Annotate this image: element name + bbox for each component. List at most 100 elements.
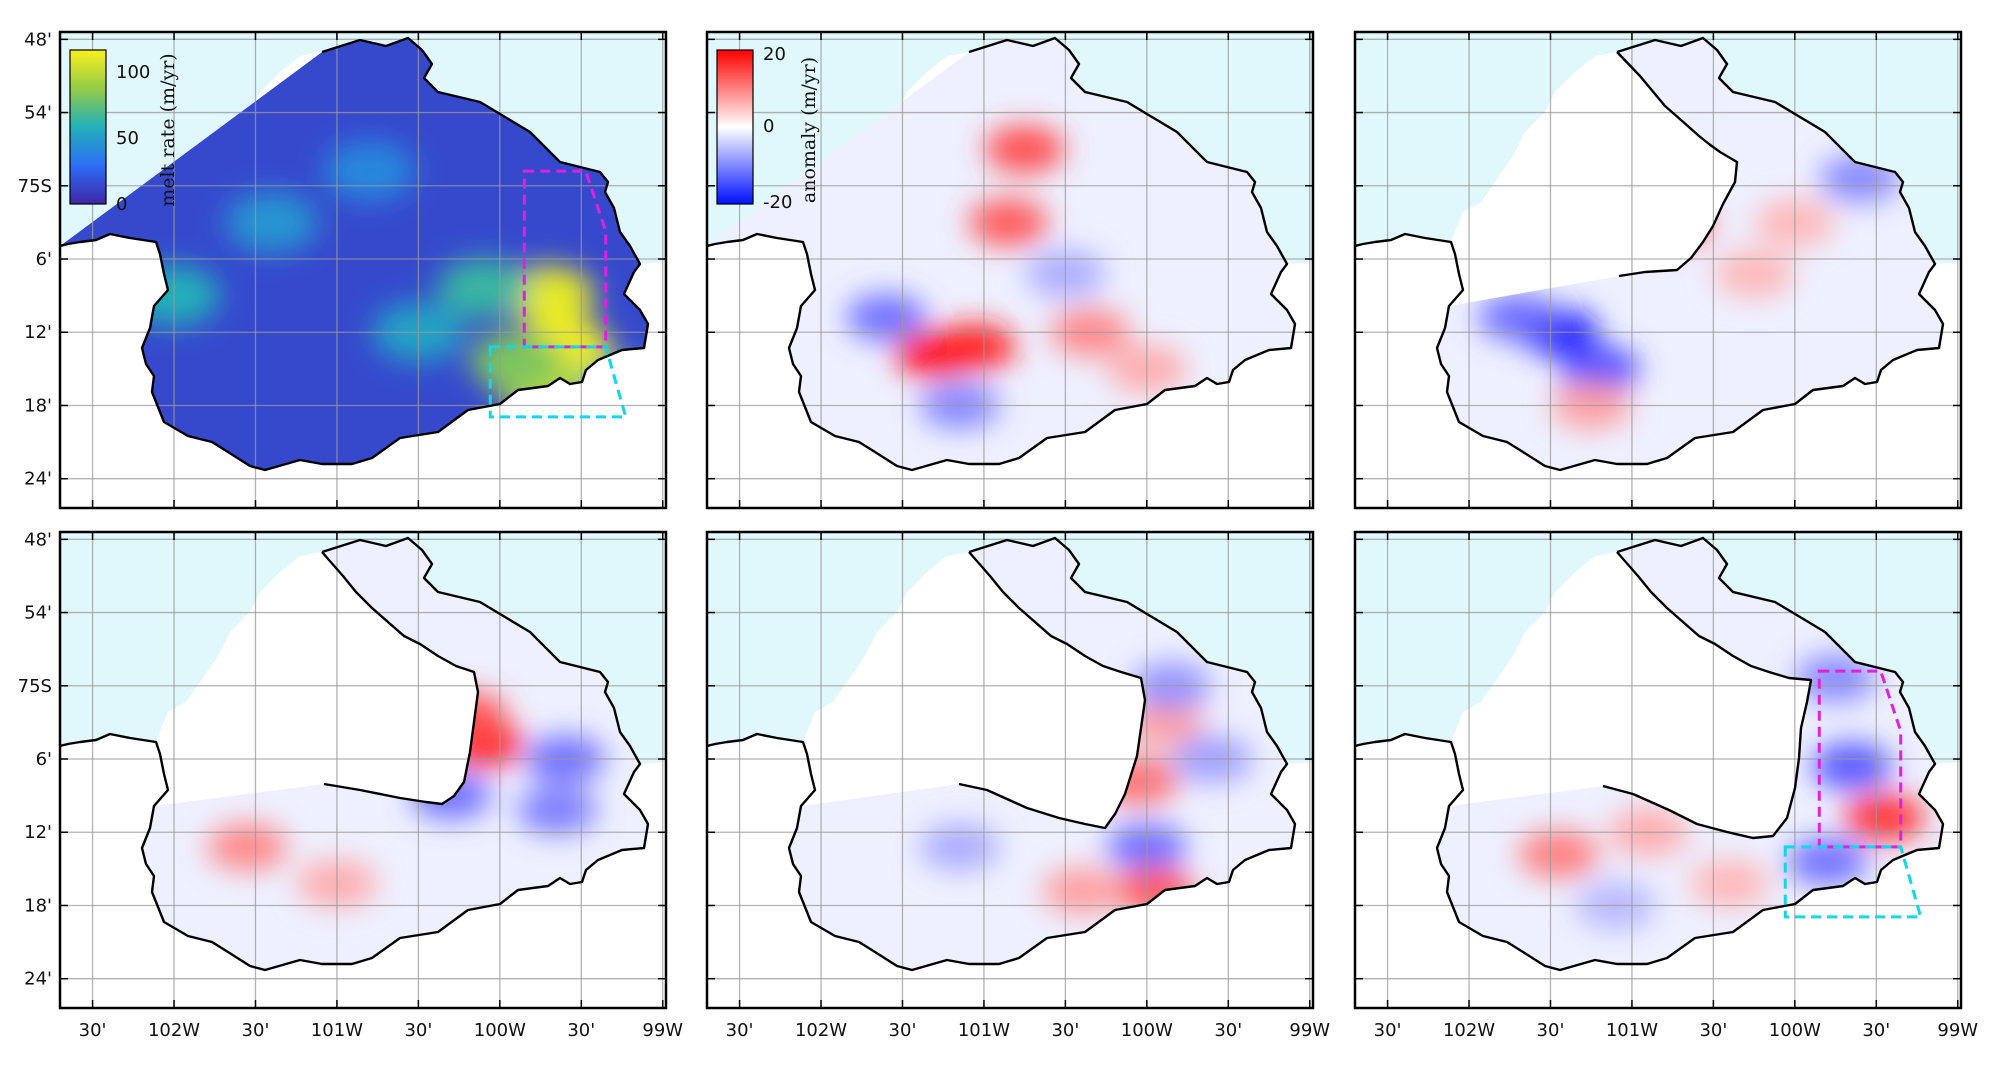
x-tick-label: 102W	[795, 1020, 847, 1041]
melt-feature-4	[437, 258, 530, 319]
anomaly-feature-2	[968, 198, 1049, 247]
grid	[1355, 32, 1961, 508]
map-panel-3	[1353, 30, 1963, 510]
axis-ticks	[707, 532, 1313, 1008]
x-tick-label: 30'	[1862, 1020, 1890, 1041]
anomaly-feature-3	[1795, 654, 1876, 703]
x-tick-label: 30'	[242, 1020, 270, 1041]
x-tick-label: 101W	[1606, 1020, 1658, 1041]
grid	[60, 532, 666, 1008]
y-tick-label: 12'	[24, 822, 52, 843]
anomaly-feature-4	[207, 822, 288, 871]
anomaly-feature-2	[1787, 837, 1868, 886]
map-panel-6: 30' 102W 30' 101W 30' 100W 30' 99W	[1353, 530, 1978, 1041]
panel-content	[1355, 532, 1961, 1008]
colorbar-tick-label: 100	[116, 62, 150, 83]
x-tick-label: 30'	[567, 1020, 595, 1041]
map-panel-5: 30' 102W 30' 101W 30' 100W 30' 99W	[705, 530, 1330, 1041]
x-tick-label: 30'	[889, 1020, 917, 1041]
x-tick-label: 101W	[958, 1020, 1010, 1041]
y-tick-label: 6'	[36, 249, 52, 270]
ocean-area	[707, 32, 1313, 264]
panel-frame	[705, 30, 1315, 510]
y-tick-label: 6'	[36, 749, 52, 770]
coastline	[707, 36, 1297, 472]
coastline	[60, 36, 650, 472]
coastline	[60, 536, 650, 972]
anomaly-blobs	[1518, 654, 1925, 930]
anomaly-feature-4	[1714, 249, 1795, 298]
melt-feature-3	[470, 331, 563, 392]
axis-ticks	[707, 32, 1313, 508]
field-layer	[789, 538, 1295, 970]
anomaly-feature-6	[846, 293, 927, 342]
grid	[60, 32, 666, 508]
colorbar-label: anomaly (m/yr)	[798, 57, 820, 203]
anomaly-feature-1	[1559, 344, 1640, 393]
map-panel-1: 48' 54' 75S 6' 12' 18' 24' 100 50 0 melt rate (m/y…	[18, 29, 668, 510]
panel-content	[60, 532, 666, 1008]
panel-content	[707, 532, 1313, 1008]
panel-frame	[58, 30, 668, 510]
field-layer	[707, 38, 1295, 470]
y-tick-label: 75S	[18, 176, 52, 197]
x-tick-label: 30'	[1214, 1020, 1242, 1041]
x-tick-label: 99W	[1937, 1020, 1978, 1041]
anomaly-feature-7	[1689, 859, 1770, 908]
anomaly-blobs	[846, 125, 1187, 430]
panel-grid: 48' 54' 75S 6' 12' 18' 24' 100 50 0 melt rate (m/y…	[18, 29, 1979, 1041]
ice-front	[1602, 551, 1813, 840]
x-tick-label: 100W	[1769, 1020, 1821, 1041]
panel-frame	[58, 530, 668, 1010]
x-tick-label: 30'	[79, 1020, 107, 1041]
anomaly-feature-4	[1518, 830, 1599, 879]
coastline	[707, 536, 1297, 972]
grid	[1355, 532, 1961, 1008]
anomaly-feature-0	[1811, 742, 1892, 791]
y-tick-label: 48'	[24, 29, 52, 50]
colorbar-tick-label: 20	[763, 44, 786, 65]
panel-content	[60, 32, 666, 508]
ocean-area	[1355, 32, 1961, 264]
anomaly-feature-5	[919, 822, 1000, 871]
anomaly-feature-1	[1844, 793, 1925, 842]
colorbar-tick-label: -20	[763, 192, 792, 213]
ice-front	[958, 551, 1147, 830]
anomaly-feature-3	[516, 786, 597, 835]
grid	[707, 532, 1313, 1008]
colorbar-tick-label: 0	[116, 194, 127, 215]
y-tick-label: 12'	[24, 322, 52, 343]
panel-frame	[1353, 530, 1963, 1010]
x-tick-label: 30'	[1051, 1020, 1079, 1041]
x-tick-label: 30'	[726, 1020, 754, 1041]
y-tick-label: 75S	[18, 676, 52, 697]
anomaly-feature-3	[984, 125, 1065, 174]
x-tick-label: 101W	[311, 1020, 363, 1041]
x-tick-label: 30'	[1374, 1020, 1402, 1041]
coastline	[1355, 36, 1945, 472]
panel-content	[707, 32, 1313, 508]
y-tick-label: 48'	[24, 529, 52, 550]
region-box-magenta	[522, 169, 608, 349]
colorbar-gradient	[716, 49, 754, 205]
x-tick-label: 99W	[642, 1020, 683, 1041]
panel-frame	[705, 530, 1315, 1010]
ice-front	[1616, 51, 1739, 278]
axis-ticks	[60, 532, 666, 1008]
x-tick-label: 100W	[1121, 1020, 1173, 1041]
x-tick-label: 102W	[148, 1020, 200, 1041]
x-tick-label: 102W	[1443, 1020, 1495, 1041]
y-tick-label: 54'	[24, 603, 52, 624]
colorbar-tick-label: 50	[116, 128, 139, 149]
panel-frame	[1353, 30, 1963, 510]
grid	[707, 32, 1313, 508]
ocean-area	[60, 32, 666, 264]
x-tick-label: 99W	[1289, 1020, 1330, 1041]
ocean-area	[1355, 532, 1961, 764]
y-tick-label: 18'	[24, 395, 52, 416]
anomaly-feature-4	[1041, 866, 1122, 915]
x-tick-label: 100W	[474, 1020, 526, 1041]
x-tick-label: 30'	[404, 1020, 432, 1041]
colorbar-tick-label: 0	[763, 116, 774, 137]
